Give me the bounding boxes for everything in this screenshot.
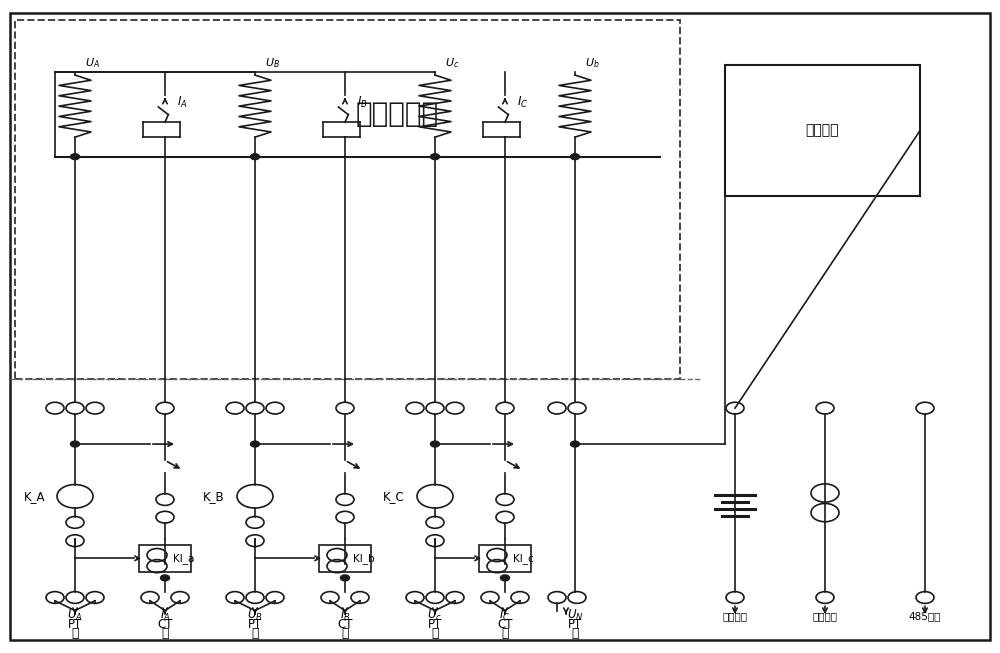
Text: KI_b: KI_b <box>353 553 375 564</box>
Text: 485通讯: 485通讯 <box>909 611 941 621</box>
Text: $I_B$: $I_B$ <box>340 608 350 624</box>
Text: 来: 来 <box>251 627 259 640</box>
Text: PT: PT <box>248 618 262 631</box>
Text: KI_c: KI_c <box>513 553 534 564</box>
Bar <box>15 20 680 379</box>
Text: PT: PT <box>68 618 82 631</box>
Bar <box>319 545 371 572</box>
Text: $U_B$: $U_B$ <box>265 56 280 70</box>
Circle shape <box>570 441 580 447</box>
Text: $I_C$: $I_C$ <box>517 95 528 110</box>
Text: 三相电能表: 三相电能表 <box>356 101 439 128</box>
Text: 来: 来 <box>341 627 349 640</box>
Text: CT: CT <box>157 618 173 631</box>
Text: K_A: K_A <box>24 490 45 503</box>
Bar <box>139 545 191 572</box>
Bar <box>725 65 920 196</box>
Circle shape <box>340 575 350 581</box>
Text: PT: PT <box>428 618 442 631</box>
Text: 开盘电源: 开盘电源 <box>812 611 838 621</box>
Text: 来: 来 <box>571 627 579 640</box>
Circle shape <box>430 441 440 447</box>
Text: K_C: K_C <box>383 490 405 503</box>
Text: 来: 来 <box>161 627 169 640</box>
Text: 辅助电源: 辅助电源 <box>806 123 839 138</box>
Circle shape <box>70 441 80 447</box>
Circle shape <box>250 153 260 159</box>
Text: $I_B$: $I_B$ <box>357 95 368 110</box>
Text: $U_B$: $U_B$ <box>247 608 263 624</box>
Text: PT: PT <box>568 618 582 631</box>
Text: $U_A$: $U_A$ <box>67 608 83 624</box>
Text: CT: CT <box>337 618 353 631</box>
Circle shape <box>570 153 580 159</box>
Text: 来: 来 <box>71 627 79 640</box>
Text: $U_A$: $U_A$ <box>85 56 100 70</box>
Text: $I_C$: $I_C$ <box>499 608 511 624</box>
Bar <box>479 545 531 572</box>
Text: 来: 来 <box>501 627 509 640</box>
Text: K_B: K_B <box>203 490 225 503</box>
Circle shape <box>250 441 260 447</box>
Circle shape <box>501 575 510 581</box>
Text: $I_A$: $I_A$ <box>160 608 170 624</box>
Text: CT: CT <box>497 618 513 631</box>
Text: $U_c$: $U_c$ <box>427 608 443 624</box>
Circle shape <box>70 153 80 159</box>
Circle shape <box>160 575 170 581</box>
Text: 辅助电源: 辅助电源 <box>722 611 748 621</box>
Text: $I_A$: $I_A$ <box>177 95 188 110</box>
Text: KI_a: KI_a <box>173 553 194 564</box>
Text: $U_b$: $U_b$ <box>585 56 600 70</box>
Text: 来: 来 <box>431 627 439 640</box>
Circle shape <box>430 153 440 159</box>
Text: $U_c$: $U_c$ <box>445 56 459 70</box>
Text: $U_N$: $U_N$ <box>567 608 583 624</box>
